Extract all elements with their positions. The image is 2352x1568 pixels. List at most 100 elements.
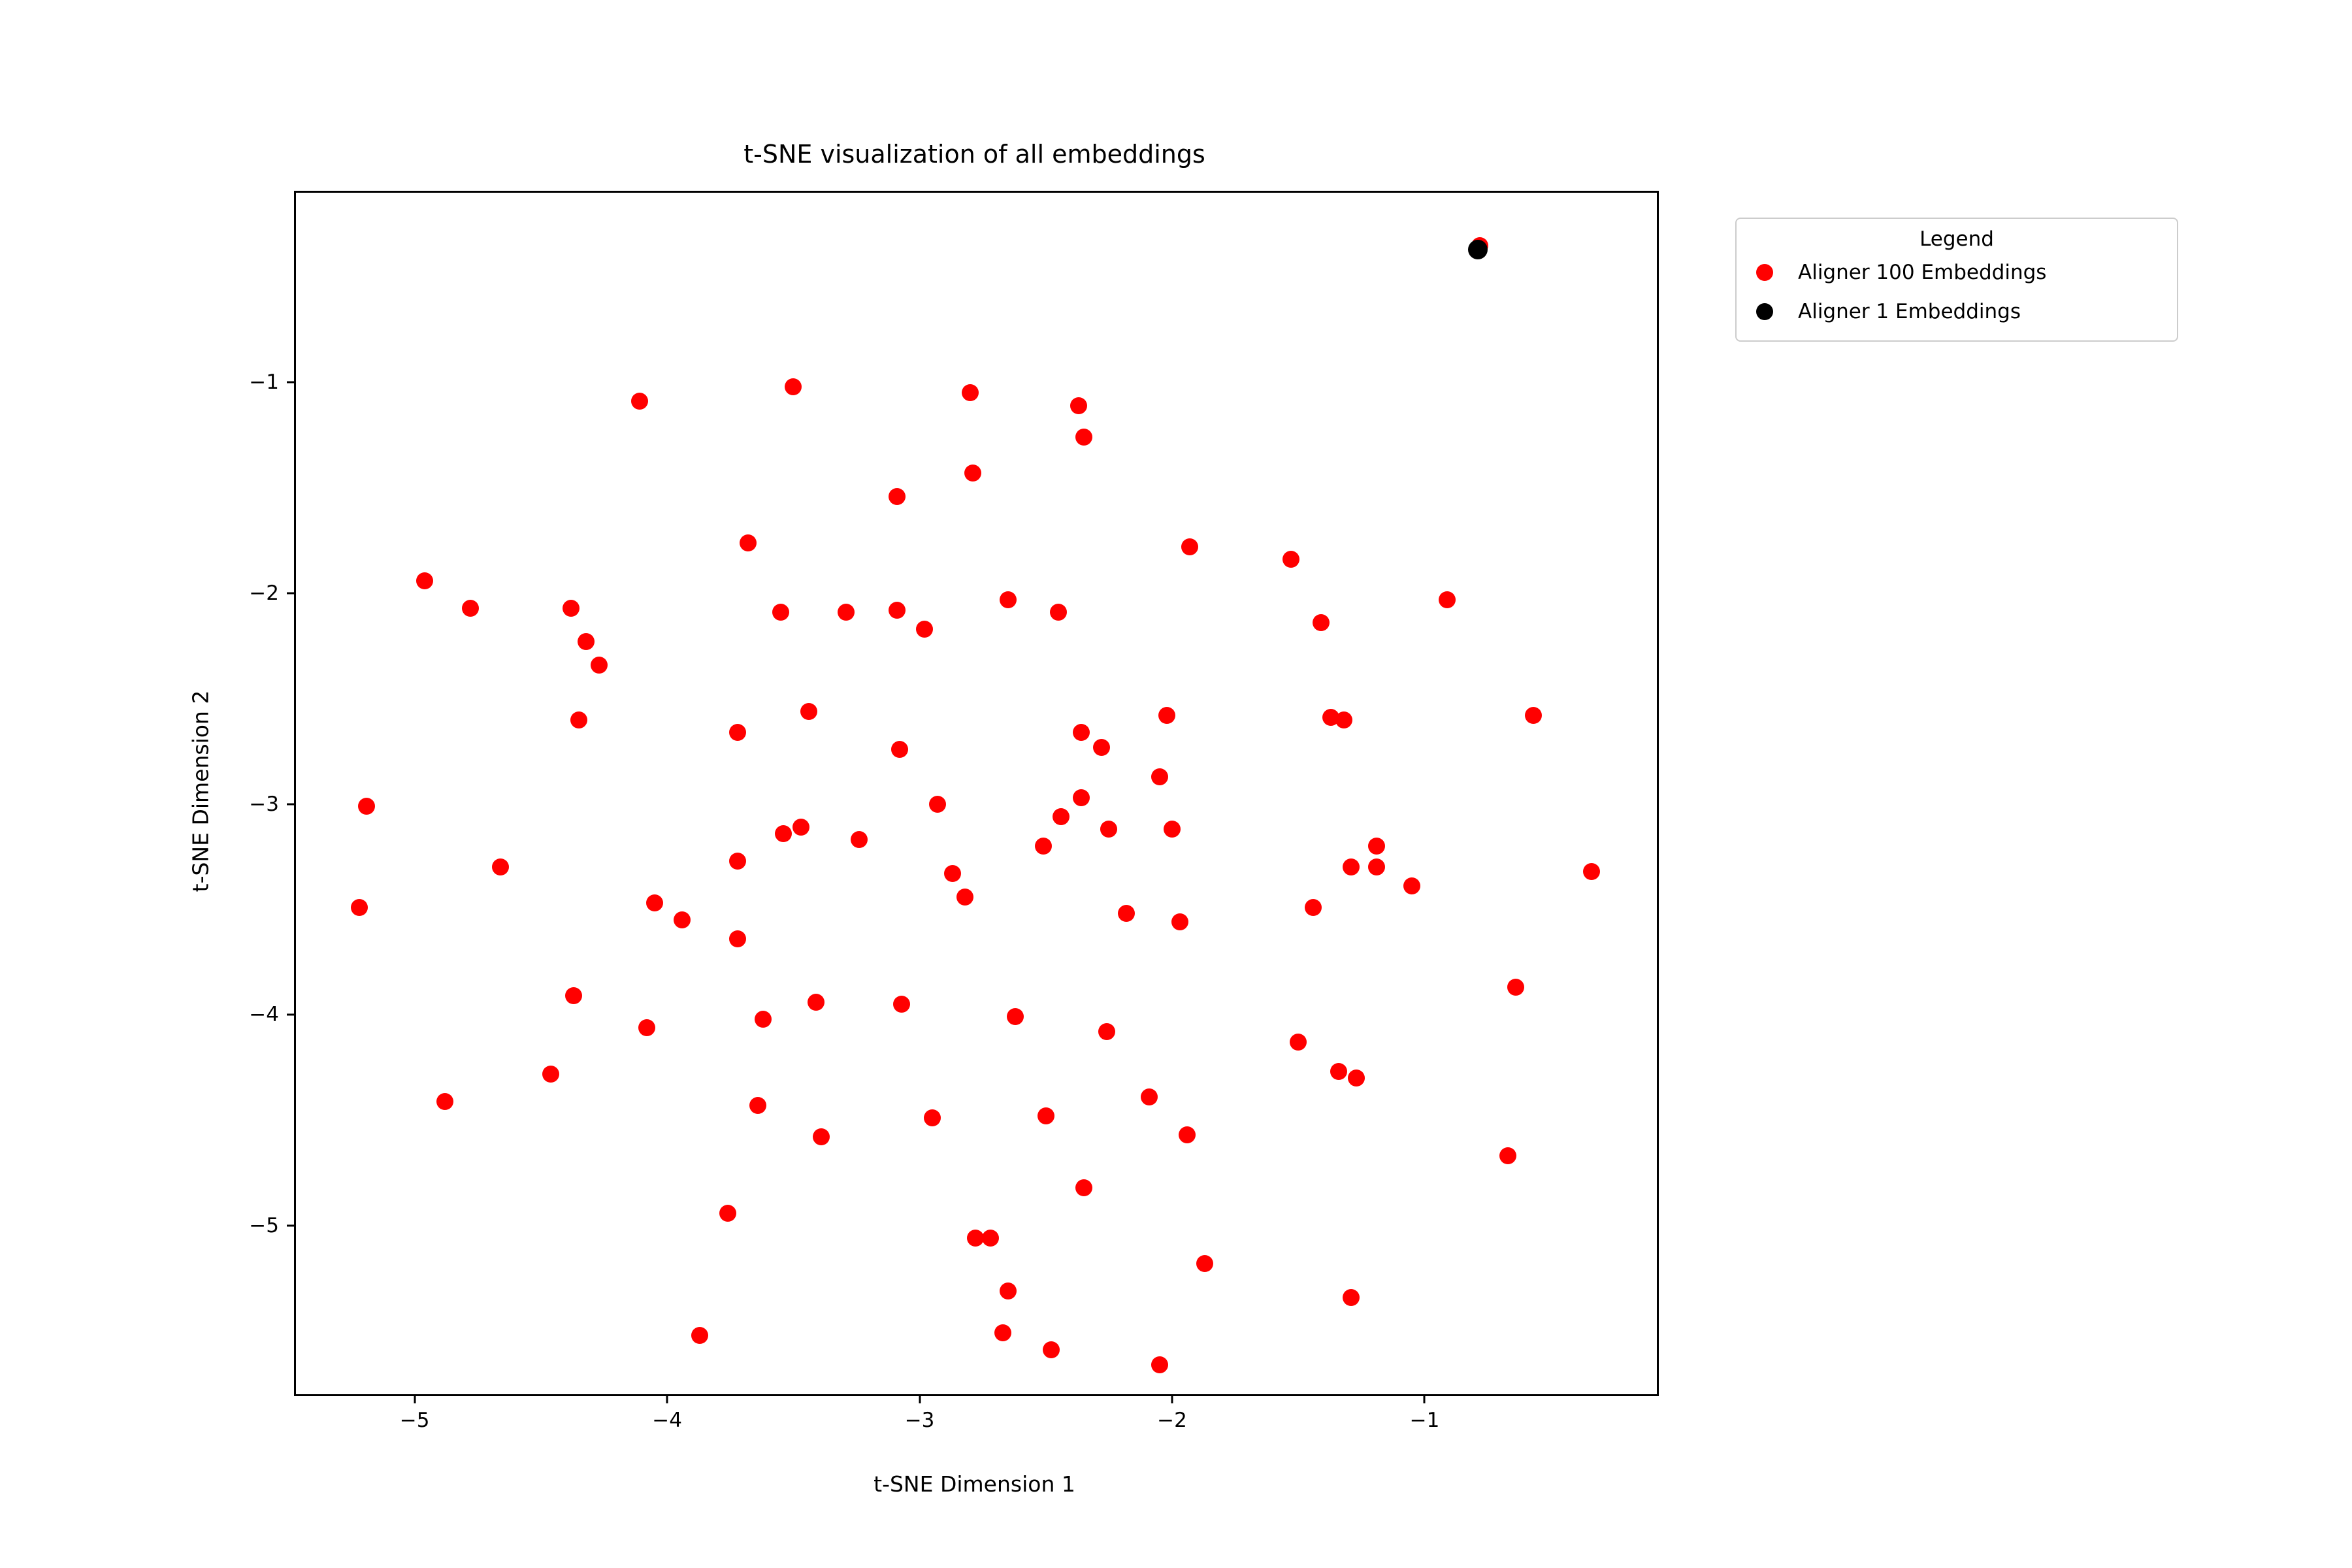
- data-point: [893, 996, 911, 1013]
- data-point: [461, 599, 479, 617]
- x-tick-label: −1: [1409, 1409, 1440, 1432]
- data-point: [994, 1324, 1012, 1342]
- y-tick-mark: [287, 1013, 296, 1016]
- data-point: [812, 1128, 830, 1146]
- data-point: [808, 993, 825, 1011]
- legend: Legend Aligner 100 Embeddings Aligner 1 E…: [1735, 218, 2178, 342]
- data-point: [999, 1282, 1017, 1299]
- data-point: [1050, 604, 1068, 621]
- data-point: [964, 465, 981, 482]
- y-tick-label: −2: [249, 581, 279, 605]
- data-point: [1092, 738, 1110, 756]
- x-tick-label: −2: [1157, 1409, 1187, 1432]
- data-point: [1098, 1023, 1115, 1041]
- data-point: [674, 911, 691, 929]
- data-point: [416, 572, 434, 589]
- data-point: [1343, 1288, 1360, 1306]
- data-point: [1151, 768, 1168, 785]
- data-point: [1313, 614, 1330, 632]
- data-point: [1524, 707, 1542, 725]
- legend-entries: Aligner 100 Embeddings Aligner 1 Embeddin…: [1737, 253, 2177, 331]
- data-point: [1037, 1107, 1054, 1125]
- y-tick-label: −5: [249, 1213, 279, 1237]
- data-point: [1100, 821, 1118, 838]
- data-point: [1164, 821, 1181, 838]
- x-tick-label: −3: [904, 1409, 935, 1432]
- data-point: [729, 852, 747, 870]
- x-tick-mark: [414, 1394, 416, 1403]
- data-point: [358, 797, 376, 815]
- data-point: [542, 1065, 560, 1083]
- data-point: [1330, 1063, 1348, 1081]
- data-point: [890, 740, 908, 758]
- y-tick-label: −4: [249, 1003, 279, 1027]
- data-point: [1403, 877, 1421, 895]
- data-point: [961, 384, 979, 402]
- x-tick-label: −5: [399, 1409, 430, 1432]
- data-point: [956, 888, 974, 906]
- data-point: [1075, 429, 1092, 446]
- data-point: [888, 601, 906, 619]
- data-point: [436, 1092, 453, 1110]
- data-point: [492, 858, 510, 876]
- data-point: [1439, 591, 1456, 608]
- data-point: [719, 1204, 736, 1222]
- data-point: [1052, 808, 1070, 825]
- data-point: [1072, 789, 1090, 806]
- data-point: [1507, 979, 1524, 996]
- data-point: [1305, 898, 1322, 916]
- legend-entry-label: Aligner 1 Embeddings: [1798, 300, 2021, 323]
- data-point: [792, 819, 809, 836]
- data-point: [1282, 551, 1299, 568]
- data-point: [749, 1096, 767, 1114]
- legend-entry-label: Aligner 100 Embeddings: [1798, 261, 2047, 284]
- data-point: [850, 831, 868, 849]
- data-point: [1343, 858, 1360, 876]
- data-point: [1179, 1126, 1196, 1144]
- data-point: [754, 1010, 772, 1028]
- data-point: [630, 393, 648, 410]
- data-point: [800, 702, 817, 720]
- data-point: [1335, 711, 1352, 728]
- data-point: [1467, 240, 1488, 260]
- legend-marker-icon: [1756, 303, 1773, 320]
- legend-title: Legend: [1919, 227, 1994, 251]
- data-point: [645, 894, 663, 912]
- data-point: [1151, 1356, 1168, 1373]
- y-tick-mark: [287, 592, 296, 595]
- data-point: [691, 1326, 709, 1344]
- data-point: [1118, 905, 1135, 923]
- data-point: [981, 1230, 999, 1247]
- plot-area: −5 −4 −3 −2 −1 −1 −2 −3 −4 −5: [249, 191, 1659, 1432]
- x-tick-mark: [666, 1394, 668, 1403]
- data-point: [1158, 707, 1176, 725]
- x-axis-label: t-SNE Dimension 1: [874, 1471, 1075, 1497]
- data-point: [1290, 1034, 1307, 1051]
- data-point: [1042, 1341, 1060, 1359]
- data-point: [1181, 538, 1199, 556]
- data-point: [923, 1109, 941, 1127]
- data-point: [1499, 1147, 1516, 1165]
- data-point: [1072, 723, 1090, 741]
- x-tick-mark: [1171, 1394, 1173, 1403]
- data-point: [999, 591, 1017, 608]
- data-point: [350, 898, 368, 916]
- y-axis-label: t-SNE Dimension 2: [188, 690, 214, 892]
- data-point: [888, 487, 906, 505]
- data-point: [1348, 1070, 1365, 1087]
- data-point: [774, 825, 792, 842]
- data-point: [916, 620, 934, 638]
- data-point: [772, 604, 789, 621]
- data-point: [638, 1019, 656, 1036]
- data-point: [1075, 1179, 1092, 1196]
- data-point: [838, 604, 855, 621]
- data-point: [943, 865, 961, 883]
- chart-title: t-SNE visualization of all embeddings: [743, 140, 1205, 169]
- data-point: [1171, 913, 1188, 931]
- legend-entry: Aligner 100 Embeddings: [1737, 253, 2177, 292]
- y-tick-mark: [287, 1224, 296, 1227]
- data-point: [1368, 838, 1386, 855]
- data-point: [563, 599, 580, 617]
- data-point: [570, 711, 587, 728]
